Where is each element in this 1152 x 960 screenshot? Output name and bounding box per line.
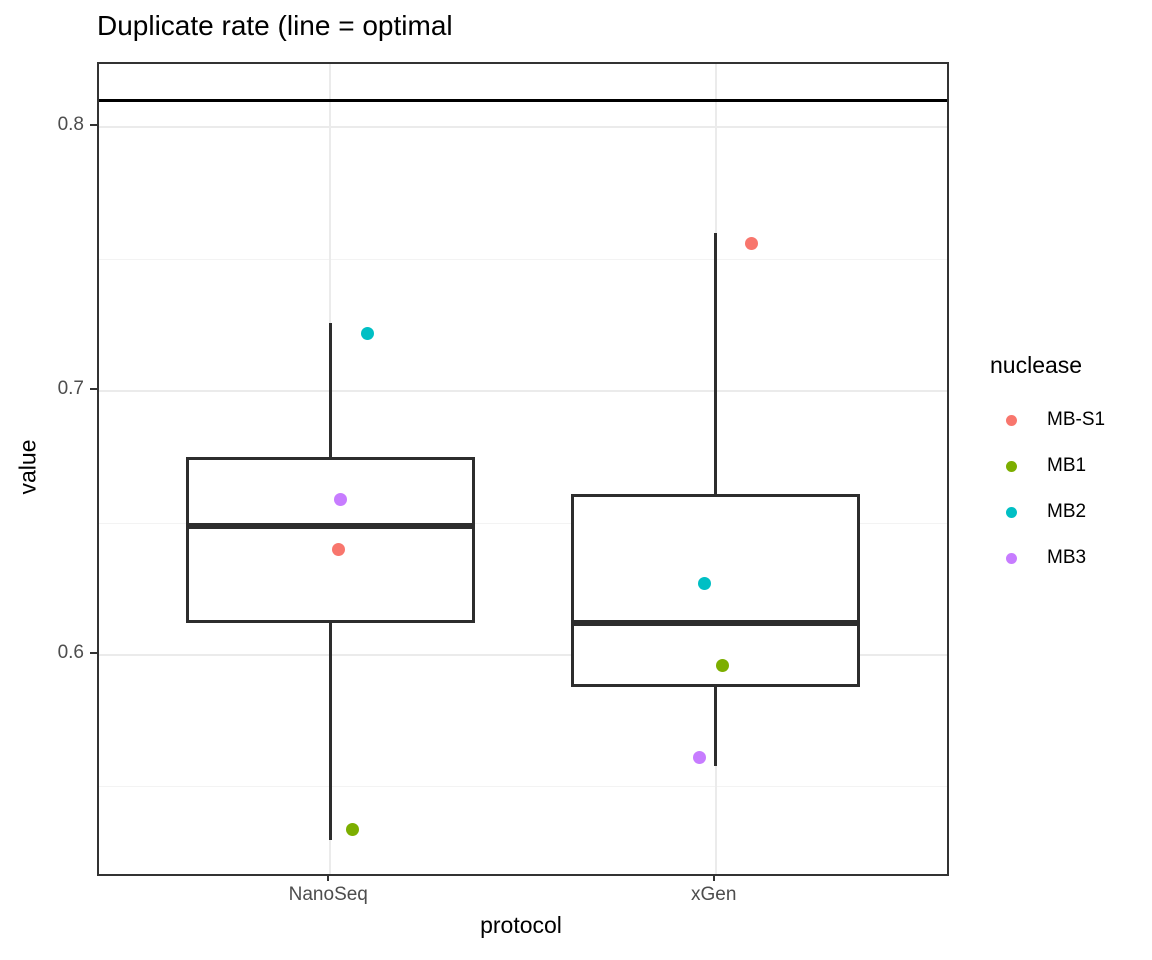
optimal-reference-line [99, 99, 947, 103]
legend: nuclease MB-S1 MB1 MB2 MB3 [988, 352, 1152, 581]
legend-item-label: MB2 [1047, 501, 1087, 522]
x-tick-mark [327, 874, 330, 881]
point-mb2-nanoseq [360, 326, 374, 340]
legend-item-mb2: MB2 [988, 489, 1152, 535]
gridline-minor [99, 786, 947, 788]
lower-whisker [328, 623, 332, 840]
legend-item-label: MB-S1 [1047, 409, 1106, 430]
gridline-major [99, 390, 947, 393]
point-mb1-nanoseq [345, 822, 359, 836]
gridline-minor [99, 258, 947, 260]
legend-key-dot [1006, 460, 1017, 472]
y-tick-mark [90, 652, 97, 654]
legend-key-dot [1006, 414, 1017, 426]
x-tick-mark [712, 874, 715, 881]
plot-panel [97, 62, 949, 876]
legend-item-mb3: MB3 [988, 535, 1152, 581]
point-mb2-xgen [698, 577, 712, 591]
y-tick-label: 0.8 [57, 114, 84, 136]
gridline-minor [99, 522, 947, 524]
median-line [571, 620, 861, 627]
plot-title: Duplicate rate (line = optimal [97, 10, 453, 41]
point-mb3-xgen [693, 751, 707, 765]
y-tick-label: 0.6 [57, 642, 84, 663]
y-tick-mark [90, 124, 97, 127]
y-axis-title: value [14, 439, 41, 495]
x-tick-label: NanoSeq [288, 884, 368, 905]
legend-item-label: MB3 [1047, 547, 1087, 568]
legend-key-dot [1006, 506, 1017, 518]
y-tick-label: 0.7 [57, 378, 84, 400]
x-tick-label: xGen [691, 884, 737, 905]
lower-whisker [714, 686, 718, 766]
box-xgen [571, 494, 861, 687]
upper-whisker [328, 322, 332, 458]
gridline-major [99, 654, 947, 656]
legend-title: nuclease [990, 352, 1083, 378]
gridline-major [99, 126, 947, 129]
box-nanoseq [185, 457, 475, 624]
y-tick-mark [90, 388, 97, 391]
legend-item-label: MB1 [1047, 455, 1087, 476]
upper-whisker [714, 232, 718, 495]
legend-item-mb1: MB1 [988, 443, 1152, 489]
median-line [185, 522, 475, 529]
legend-item-mb-s1: MB-S1 [988, 397, 1152, 443]
legend-key-dot [1006, 552, 1017, 564]
point-mb1-xgen [716, 659, 730, 673]
x-axis-title: protocol [480, 912, 562, 938]
point-mb3-nanoseq [333, 492, 347, 506]
legend-items: MB-S1 MB1 MB2 MB3 [988, 397, 1152, 581]
point-mb-s1-xgen [745, 236, 759, 250]
point-mb-s1-nanoseq [331, 542, 345, 556]
